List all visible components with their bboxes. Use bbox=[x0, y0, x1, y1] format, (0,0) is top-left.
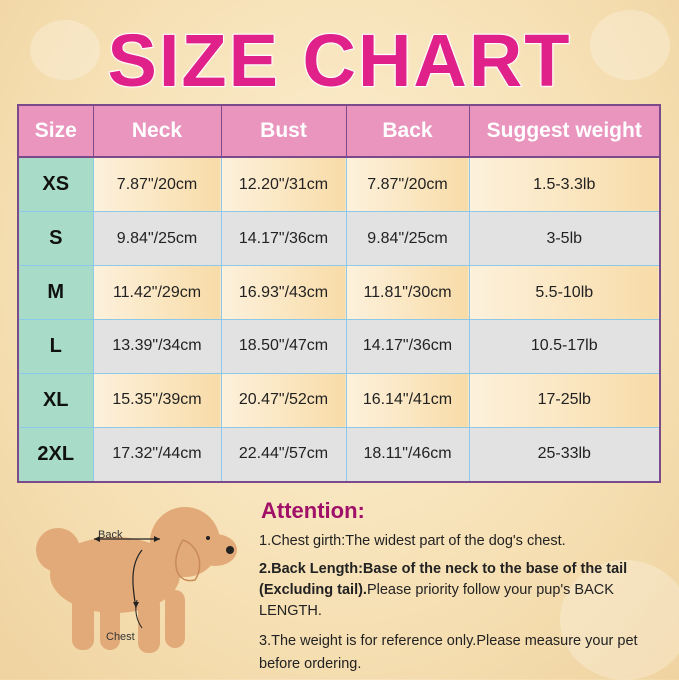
back-cell: 18.11"/46cm bbox=[345, 426, 470, 483]
back-cell: 16.14"/41cm bbox=[345, 372, 470, 428]
table-row: S 9.84"/25cm 14.17"/36cm 9.84"/25cm 3-5lb bbox=[17, 211, 661, 267]
bust-cell: 14.17"/36cm bbox=[220, 211, 347, 267]
size-cell: M bbox=[17, 265, 94, 320]
bust-cell: 12.20"/31cm bbox=[220, 156, 347, 213]
header-weight: Suggest weight bbox=[469, 105, 661, 158]
table-row: 2XL 17.32"/44cm 22.44"/57cm 18.11"/46cm 25-3… bbox=[17, 426, 661, 483]
table-row: XS 7.87"/20cm 12.20"/31cm 7.87"/20cm 1.5-3.3… bbox=[17, 156, 661, 213]
note-2-rest: Please priority follow your pup's BACK L… bbox=[259, 582, 614, 619]
neck-cell: 11.42"/29cm bbox=[92, 265, 222, 320]
size-table: Size Neck Bust Back Suggest weight XS 7.8… bbox=[17, 104, 661, 483]
size-cell: XS bbox=[17, 156, 94, 213]
chest-label: Chest bbox=[106, 631, 135, 643]
header-back: Back bbox=[346, 105, 470, 158]
weight-cell: 5.5-10lb bbox=[468, 265, 661, 320]
weight-cell: 17-25lb bbox=[468, 372, 661, 428]
note-2: 2.Back Length:Base of the neck to the ba… bbox=[259, 559, 669, 622]
weight-cell: 3-5lb bbox=[468, 211, 661, 267]
back-cell: 14.17"/36cm bbox=[345, 318, 470, 374]
page-title: SIZE CHART bbox=[107, 18, 572, 103]
paw-decoration bbox=[590, 10, 670, 80]
header-neck: Neck bbox=[93, 105, 222, 158]
weight-cell: 25-33lb bbox=[468, 426, 661, 483]
size-cell: XL bbox=[17, 372, 94, 428]
weight-cell: 1.5-3.3lb bbox=[468, 156, 661, 213]
table-header-row: Size Neck Bust Back Suggest weight bbox=[18, 105, 661, 158]
weight-cell: 10.5-17lb bbox=[468, 318, 661, 374]
size-cell: L bbox=[17, 318, 94, 374]
note-2-bold: 2.Back Length:Base of the neck to the ba… bbox=[259, 561, 628, 598]
header-bust: Bust bbox=[221, 105, 347, 158]
bust-cell: 20.47"/52cm bbox=[220, 372, 347, 428]
table-row: M 11.42"/29cm 16.93"/43cm 11.81"/30cm 5.5-10… bbox=[17, 265, 661, 320]
back-cell: 9.84"/25cm bbox=[345, 211, 470, 267]
neck-cell: 7.87"/20cm bbox=[92, 156, 222, 213]
bust-cell: 22.44"/57cm bbox=[220, 426, 347, 483]
dog-illustration bbox=[36, 507, 237, 653]
size-cell: 2XL bbox=[17, 426, 94, 483]
bust-cell: 16.93"/43cm bbox=[220, 265, 347, 320]
back-cell: 11.81"/30cm bbox=[345, 265, 470, 320]
table-row: L 13.39"/34cm 18.50"/47cm 14.17"/36cm 10.5-1… bbox=[17, 318, 661, 374]
bust-cell: 18.50"/47cm bbox=[220, 318, 347, 374]
neck-cell: 15.35"/39cm bbox=[92, 372, 222, 428]
attention-heading: Attention: bbox=[261, 498, 365, 523]
neck-cell: 17.32"/44cm bbox=[92, 426, 222, 483]
back-label: Back bbox=[98, 529, 123, 541]
size-cell: S bbox=[17, 211, 94, 267]
neck-cell: 13.39"/34cm bbox=[92, 318, 222, 374]
header-size: Size bbox=[18, 105, 94, 158]
neck-cell: 9.84"/25cm bbox=[92, 211, 222, 267]
paw-decoration bbox=[30, 20, 100, 80]
paw-decoration bbox=[560, 560, 679, 680]
note-1: 1.Chest girth:The widest part of the dog… bbox=[259, 533, 566, 549]
table-row: XL 15.35"/39cm 20.47"/52cm 16.14"/41cm 17-25… bbox=[17, 372, 661, 428]
note-3: 3.The weight is for reference only.Pleas… bbox=[259, 633, 638, 672]
back-cell: 7.87"/20cm bbox=[345, 156, 470, 213]
